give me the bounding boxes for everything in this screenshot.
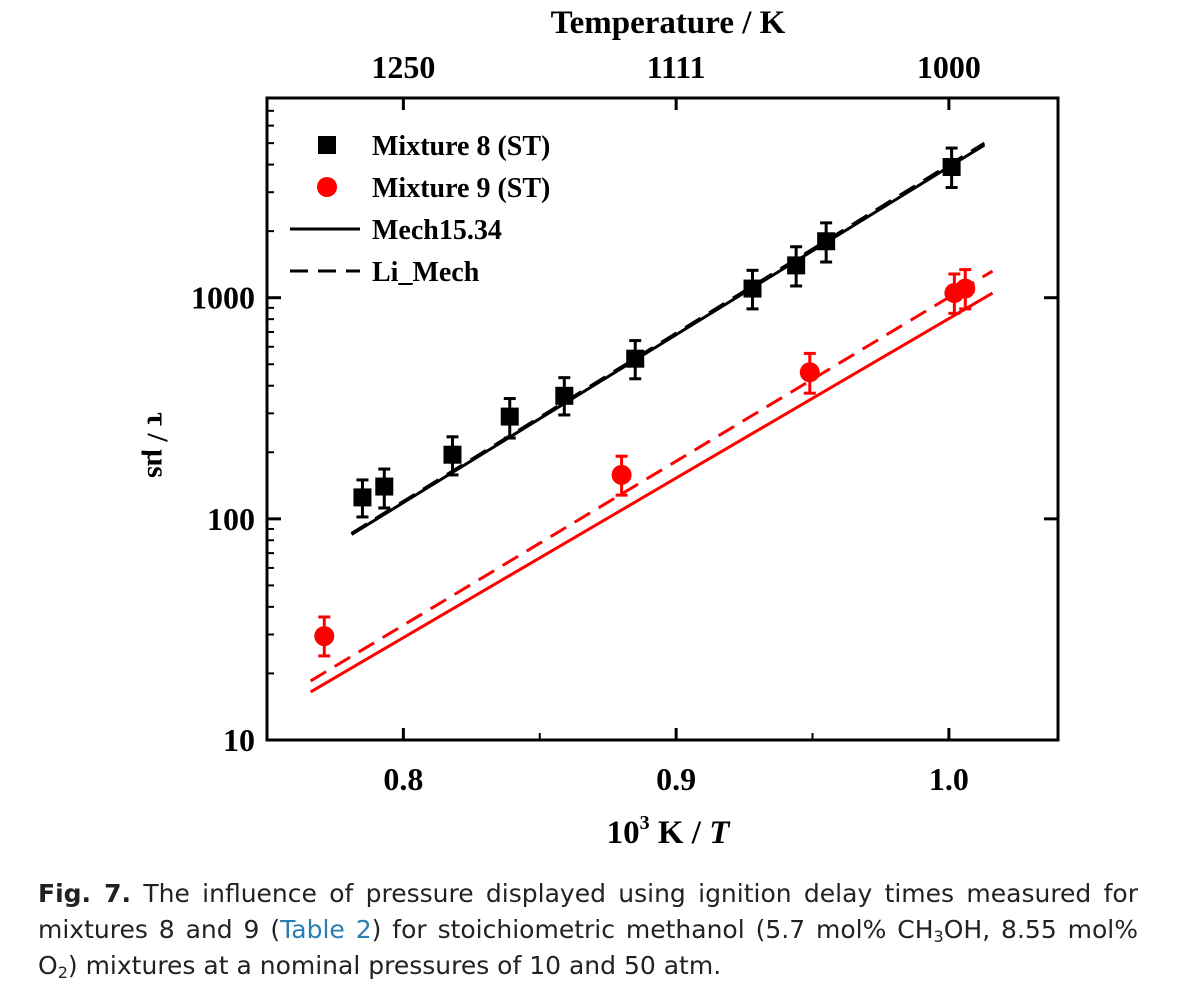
figure-label: Fig. 7.	[38, 879, 132, 908]
plot-frame	[265, 96, 1060, 742]
legend-marker-circle	[317, 177, 337, 197]
legend-marker-square	[318, 136, 336, 154]
data-point-circle	[955, 278, 976, 299]
data-point-circle	[799, 362, 820, 383]
legend: Mixture 8 (ST) Mixture 9 (ST) Mech15.34 Li_…	[290, 131, 550, 288]
y-tick-label: 1000	[191, 280, 255, 316]
data-point-square	[443, 445, 462, 464]
data-point-square	[817, 232, 836, 251]
y-tick-label: 100	[207, 501, 255, 537]
subscript-3: 3	[933, 927, 944, 946]
x-tick-label: 0.9	[656, 761, 696, 797]
subscript-2: 2	[57, 963, 68, 982]
data-point-square	[375, 477, 394, 496]
data-point-square	[787, 256, 806, 275]
data-point-square	[555, 386, 574, 405]
data-point-circle	[314, 626, 335, 647]
legend-label: Mixture 9 (ST)	[372, 173, 550, 204]
y-axis-label: τ / μs	[141, 412, 174, 478]
chart: 0.8 0.9 1.0 1250 1111 1000 10 100 1000 Temperatu…	[141, 5, 1060, 851]
caption-text-3: OH, 8.55 mol% O	[38, 915, 1138, 980]
caption-text-4: ) mixtures at a nominal pressures of 10 …	[67, 951, 722, 980]
series-line-red-dashed	[309, 269, 994, 683]
table-2-link[interactable]: Table 2	[280, 915, 372, 944]
data-point-square	[353, 488, 372, 507]
top-axis-label: Temperature / K	[551, 5, 786, 41]
figure-caption: Fig. 7. The influence of pressure displa…	[38, 876, 1138, 984]
top-tick-label: 1000	[917, 49, 981, 85]
x-axis-label: 103 K / T	[607, 812, 732, 851]
series-line-li-mech	[350, 141, 986, 535]
caption-text-2: ) for stoichiometric methanol (5.7 mol% …	[371, 915, 934, 944]
top-tick-label: 1250	[371, 49, 435, 85]
y-tick-label: 10	[223, 722, 255, 758]
data-marks	[309, 141, 994, 694]
top-tick-label: 1111	[647, 49, 706, 85]
axis-ticks: 0.8 0.9 1.0 1250 1111 1000 10 100 1000	[191, 49, 1058, 797]
x-tick-label: 0.8	[383, 761, 423, 797]
data-point-circle	[611, 464, 632, 485]
legend-label: Li_Mech	[372, 257, 480, 288]
data-point-square	[500, 407, 519, 426]
data-point-square	[942, 158, 961, 177]
x-tick-label: 1.0	[929, 761, 969, 797]
caption-text-1: The influence of pressure displayed usin…	[38, 879, 1138, 944]
data-point-square	[743, 279, 762, 298]
series-line-red-solid	[309, 291, 994, 694]
legend-label: Mech15.34	[372, 215, 502, 246]
data-point-square	[626, 349, 645, 368]
legend-label: Mixture 8 (ST)	[372, 131, 550, 162]
